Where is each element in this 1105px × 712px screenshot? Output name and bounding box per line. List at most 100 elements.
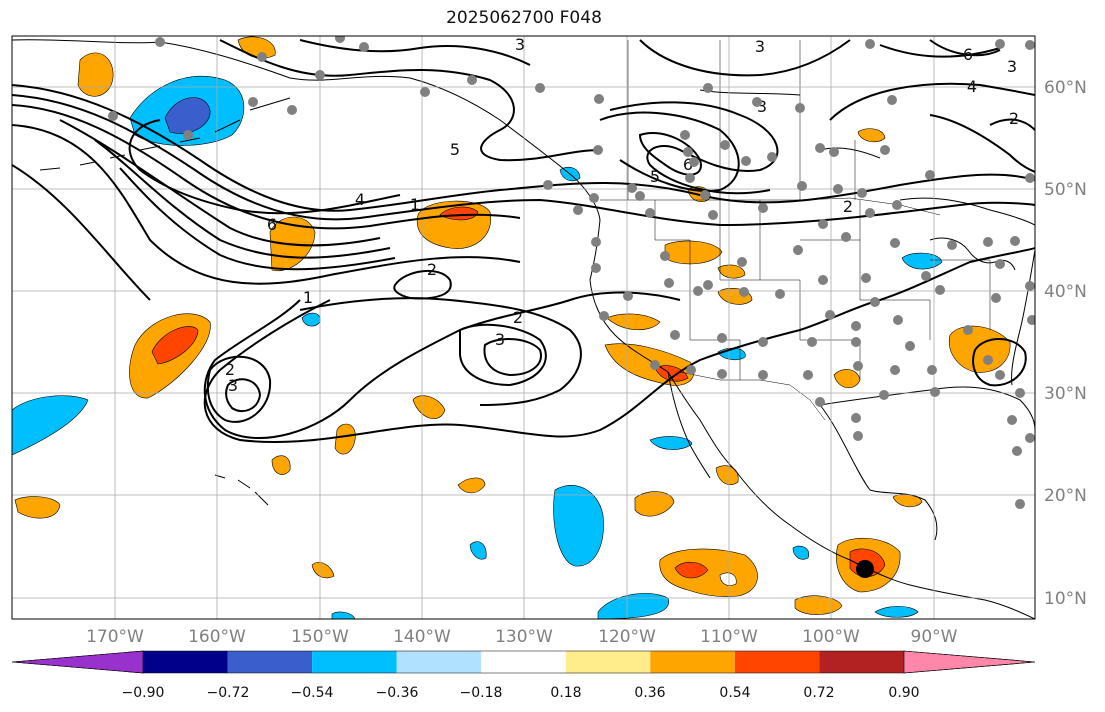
borders-layer (600, 40, 991, 421)
coast-aleutians (39, 97, 291, 171)
colorbar-tick-label: 0.90 (888, 685, 919, 701)
contour-southeast-circle (972, 338, 1027, 387)
lon-tick-label: 130°W (495, 627, 553, 647)
colorbar-segment (227, 651, 313, 673)
colorbar-extend-min (11, 650, 144, 674)
colorbar-segment (312, 651, 397, 673)
lon-tick-label: 120°W (598, 627, 656, 647)
contour-label: 1 (410, 195, 420, 214)
anomaly-negative-far-west (12, 395, 89, 456)
coast-alaska (12, 39, 601, 221)
contour-label: 3 (755, 37, 765, 56)
coast-west-us (589, 219, 911, 586)
lon-tick-label: 110°W (700, 627, 758, 647)
lon-tick-label: 150°W (291, 627, 349, 647)
colorbar-tick-label: −0.36 (376, 685, 419, 701)
coast-central-america (909, 584, 1035, 619)
colorbar-segment (481, 651, 566, 673)
contour-label: 6 (963, 45, 973, 64)
colorbar-segment (396, 651, 482, 673)
contour-labels: 3 3 6 3 4 2 6 5 5 3 4 1 2 6 2 1 2 3 2 3 (225, 36, 1019, 395)
lon-tick-label: 140°W (393, 627, 451, 647)
anomaly-positive-hudson (857, 128, 886, 143)
contour-label: 2 (1009, 109, 1019, 128)
lon-tick-label: 90°W (911, 627, 958, 647)
lat-tick-label: 10°N (1044, 589, 1087, 609)
contour-mid-2 (12, 164, 582, 406)
contour-label: 6 (683, 155, 693, 174)
contour-label: 3 (757, 97, 767, 116)
us-canada-border (600, 197, 941, 216)
contour-label: 4 (967, 77, 977, 96)
map-panel: 3 3 6 3 4 2 6 5 5 3 4 1 2 6 2 1 2 3 2 3 (12, 36, 1035, 619)
contour-cutoff-2 (206, 355, 272, 423)
anomaly-negative-south-3 (331, 611, 356, 619)
anomaly-positive-mexico-west (634, 491, 675, 517)
canada-provinces (627, 40, 856, 200)
contour-label: 3 (228, 376, 238, 395)
contour-canada-6 (638, 132, 702, 176)
contour-label: 3 (495, 330, 505, 349)
lon-tick-label: 160°W (188, 627, 246, 647)
anomaly-negative-small-3 (792, 545, 810, 560)
map-title: 2025062700 F048 (446, 8, 602, 28)
anomaly-negative-gulf-california (649, 436, 693, 450)
anomaly-positive-great-basin (664, 240, 723, 265)
colorbar-tick-label: 0.54 (719, 685, 750, 701)
contour-5-north (94, 139, 391, 259)
anomaly-strong-positive-pacific-ne (439, 206, 479, 221)
contour-canada-5 (599, 111, 740, 192)
anomaly-positive-norcal (606, 313, 661, 331)
lon-tick-label: 100°W (802, 627, 860, 647)
anomaly-strong-positive-mexico-south (674, 561, 709, 579)
contour-label: 4 (355, 190, 365, 209)
contour-1-north (12, 84, 1035, 212)
anomaly-strong-positive-pacific-west (151, 326, 199, 365)
colorbar-tick-label: −0.54 (291, 685, 334, 701)
map-frame (11, 35, 1036, 620)
contour-label: 2 (843, 197, 853, 216)
anomaly-positive-south-1 (794, 595, 843, 615)
anomaly-positive-small-5 (457, 477, 486, 494)
contour-low-3 (483, 338, 542, 377)
contour-east-4 (829, 82, 1035, 121)
colorbar-tick-label: 0.18 (550, 685, 581, 701)
contour-label: 2 (513, 308, 523, 327)
lon-tick-label: 170°W (86, 627, 144, 647)
contour-2-north (12, 94, 1035, 227)
colorbar-ticks: −0.90 −0.72 −0.54 −0.36 −0.18 0.18 0.36 … (122, 685, 920, 701)
anomaly-negative-south-2 (874, 606, 919, 618)
contour-east-2 (879, 44, 1035, 131)
anomaly-hole-mexico-south (719, 572, 737, 586)
contour-layer (12, 39, 1035, 444)
contour-cutoff-3 (225, 378, 262, 413)
lat-tick-label: 60°N (1044, 78, 1087, 98)
contour-east-3b (929, 114, 1035, 173)
colorbar (11, 650, 1036, 674)
contour-label: 6 (267, 215, 277, 234)
anomaly-strong-negative-alaska (164, 97, 211, 134)
graticule (12, 36, 1035, 619)
anomaly-positive-small-4 (14, 496, 61, 519)
station-dots (108, 36, 1035, 509)
contour-canada-3 (609, 101, 779, 195)
contour-6-north (119, 167, 396, 271)
anomaly-negative-baja-offshore (553, 485, 604, 567)
contour-4-north (59, 119, 381, 247)
contour-label: 5 (650, 167, 660, 186)
contour-low-2 (459, 323, 547, 387)
contour-label: 2 (225, 360, 235, 379)
coast-great-lakes (929, 237, 1016, 271)
storm-center-marker (856, 560, 874, 578)
colorbar-segment (734, 651, 820, 673)
contour-east-6 (929, 39, 1001, 57)
colorbar-segment (565, 651, 651, 673)
anomaly-positive-small-3 (271, 455, 291, 475)
lat-tick-label: 50°N (1044, 180, 1087, 200)
contour-label: 3 (1007, 57, 1017, 76)
anomaly-positive-rockies (717, 264, 746, 279)
coastline-layer (12, 39, 1035, 619)
contour-label: 2 (427, 260, 437, 279)
colorbar-segment (650, 651, 735, 673)
